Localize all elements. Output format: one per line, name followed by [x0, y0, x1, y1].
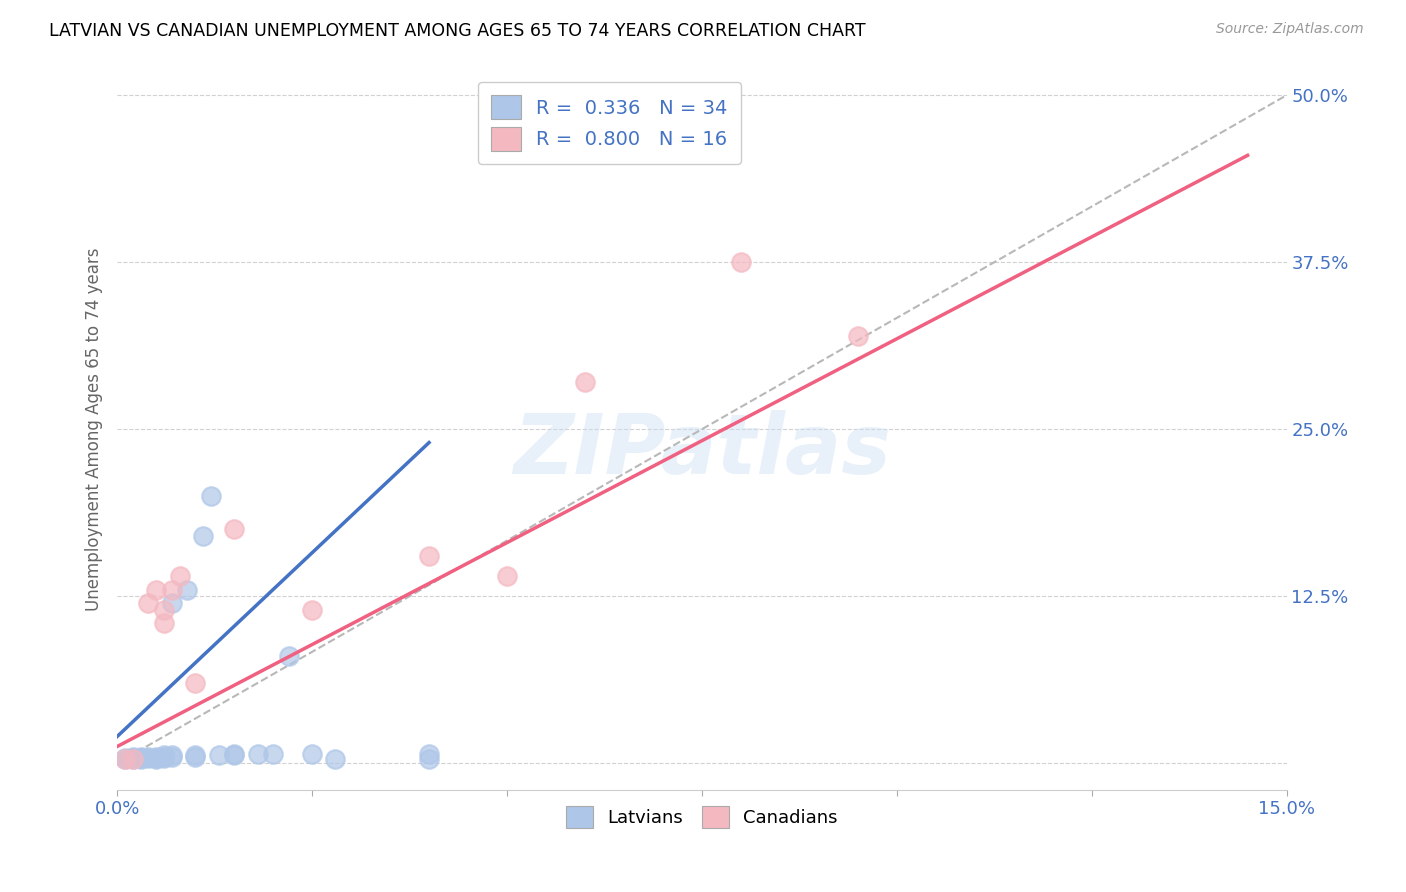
- Point: [418, 752, 440, 766]
- Point: [730, 255, 752, 269]
- Text: ZIPatlas: ZIPatlas: [513, 410, 891, 491]
- Point: [184, 676, 207, 690]
- Point: [496, 569, 519, 583]
- Point: [153, 749, 176, 764]
- Point: [301, 602, 323, 616]
- Legend: Latvians, Canadians: Latvians, Canadians: [560, 798, 845, 835]
- Text: LATVIAN VS CANADIAN UNEMPLOYMENT AMONG AGES 65 TO 74 YEARS CORRELATION CHART: LATVIAN VS CANADIAN UNEMPLOYMENT AMONG A…: [49, 22, 866, 40]
- Point: [160, 749, 183, 764]
- Point: [246, 747, 269, 761]
- Point: [200, 489, 222, 503]
- Point: [145, 582, 167, 597]
- Point: [153, 748, 176, 763]
- Point: [153, 602, 176, 616]
- Point: [145, 749, 167, 764]
- Point: [262, 747, 284, 761]
- Point: [145, 752, 167, 766]
- Point: [846, 328, 869, 343]
- Point: [224, 523, 246, 537]
- Point: [114, 752, 136, 766]
- Point: [153, 615, 176, 630]
- Point: [160, 748, 183, 763]
- Y-axis label: Unemployment Among Ages 65 to 74 years: Unemployment Among Ages 65 to 74 years: [86, 247, 103, 611]
- Point: [114, 751, 136, 765]
- Point: [129, 752, 152, 766]
- Point: [129, 749, 152, 764]
- Point: [169, 569, 191, 583]
- Point: [184, 749, 207, 764]
- Point: [138, 751, 160, 765]
- Point: [160, 596, 183, 610]
- Point: [418, 549, 440, 563]
- Point: [121, 749, 143, 764]
- Point: [224, 748, 246, 763]
- Point: [129, 751, 152, 765]
- Point: [184, 748, 207, 763]
- Point: [153, 751, 176, 765]
- Point: [325, 752, 347, 766]
- Point: [121, 751, 143, 765]
- Point: [418, 747, 440, 761]
- Point: [207, 748, 229, 763]
- Point: [114, 752, 136, 766]
- Point: [176, 582, 198, 597]
- Point: [224, 747, 246, 761]
- Text: Source: ZipAtlas.com: Source: ZipAtlas.com: [1216, 22, 1364, 37]
- Point: [138, 749, 160, 764]
- Point: [145, 751, 167, 765]
- Point: [301, 747, 323, 761]
- Point: [138, 596, 160, 610]
- Point: [191, 529, 214, 543]
- Point: [277, 649, 299, 664]
- Point: [121, 752, 143, 766]
- Point: [121, 752, 143, 766]
- Point: [574, 376, 596, 390]
- Point: [160, 582, 183, 597]
